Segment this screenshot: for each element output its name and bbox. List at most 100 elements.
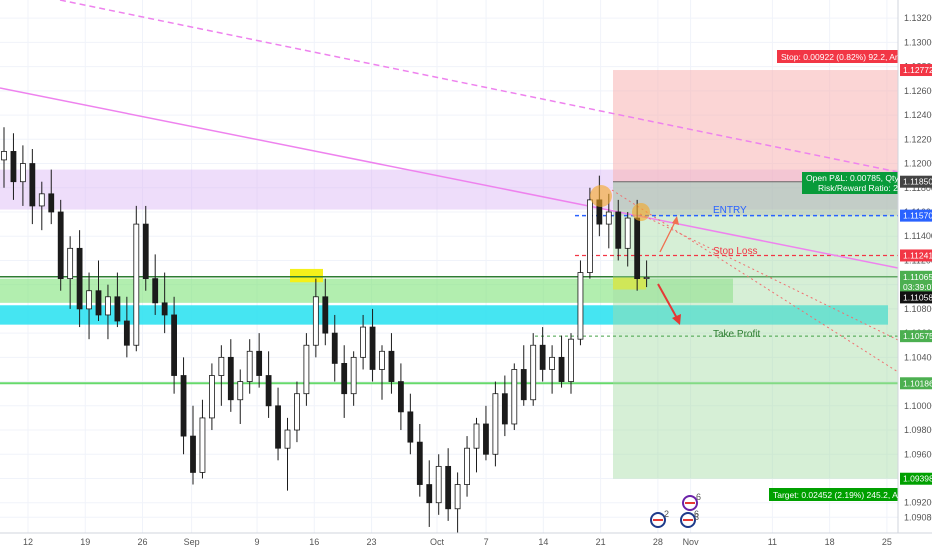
time-tick-label: 9 — [255, 537, 260, 547]
candle-body — [388, 350, 395, 382]
candle-body — [237, 381, 244, 401]
main-trendline[interactable] — [0, 87, 899, 269]
support-zone — [0, 278, 733, 303]
time-tick-label: 26 — [138, 537, 148, 547]
candle-body — [577, 272, 584, 340]
entry-marker — [632, 203, 650, 221]
swing-high-marker — [590, 185, 612, 207]
drawing-annotations[interactable]: ENTRY Stop Loss Take Profit Stop: 0.00922 (… — [590, 50, 905, 501]
upper-trendline[interactable] — [59, 0, 899, 173]
candle-body — [558, 356, 565, 382]
price-tag — [900, 64, 932, 77]
candle-body — [199, 417, 206, 473]
up-arrow-line — [659, 219, 677, 253]
candle-body — [426, 484, 433, 504]
price-tags: 1.12772 1.11850 1.11570 1.11241 1.1106503:39… — [900, 64, 932, 485]
candle-body — [256, 350, 263, 376]
candle-body — [275, 405, 281, 449]
candle-body — [171, 314, 178, 376]
candle-body — [303, 344, 310, 395]
candle-body — [142, 223, 149, 280]
candle-body — [312, 296, 319, 346]
up-arrow-icon — [672, 216, 679, 225]
demand-zone — [0, 305, 888, 325]
candle-body — [161, 302, 168, 316]
event-count: 2 — [664, 509, 669, 519]
candle-body — [350, 356, 357, 395]
trend-lines[interactable] — [0, 0, 899, 373]
candle-body — [407, 411, 414, 443]
price-tick-label: 1.09080 — [904, 512, 932, 522]
candle-body — [454, 484, 461, 510]
candle-body — [95, 290, 102, 316]
candle-body — [530, 344, 537, 401]
price-tag-label: 1.11241 — [903, 250, 932, 260]
candle-body — [549, 356, 555, 370]
down-arrow-line — [657, 283, 679, 321]
price-tick-label: 1.12200 — [904, 134, 932, 144]
price-tick-label: 1.10800 — [904, 304, 932, 314]
price-tag — [900, 281, 932, 294]
target-info-box — [769, 488, 898, 501]
candle-body — [435, 465, 442, 504]
candle-body — [322, 296, 329, 334]
stop-info-box — [777, 50, 898, 63]
price-tag-label: 1.11850 — [903, 177, 932, 187]
time-tick-label: 7 — [484, 537, 489, 547]
candle-body — [615, 211, 622, 249]
highlight-marker — [613, 277, 646, 290]
rr-info-text: Risk/Reward Ratio: 2.6 — [818, 183, 905, 193]
price-tag-label: 1.10186 — [903, 378, 932, 388]
candle-body — [341, 363, 348, 395]
candle-body — [29, 163, 36, 207]
candle-body — [501, 393, 508, 425]
price-tick-label: 1.11800 — [904, 183, 932, 193]
take-profit-label: Take Profit — [713, 329, 760, 340]
candle-body — [38, 193, 45, 207]
event-count: 3 — [694, 512, 699, 522]
economic-events[interactable]: 2 663 — [650, 492, 701, 528]
candle-body — [1, 151, 7, 161]
time-tick-label: 23 — [367, 537, 377, 547]
candle-body — [246, 350, 253, 382]
stop-zone — [613, 70, 898, 182]
candle-body — [294, 393, 300, 431]
candle-body — [76, 247, 83, 310]
candle-body — [568, 338, 574, 382]
price-tag-label: 03:39:07 — [903, 282, 932, 292]
candle-body — [416, 441, 423, 485]
long-position-tool[interactable] — [535, 70, 898, 479]
time-tick-label: 14 — [538, 537, 548, 547]
candle-body — [379, 350, 385, 370]
candle-body — [473, 423, 480, 449]
stop-info-text: Stop: 0.00922 (0.82%) 92.2, Am — [781, 52, 902, 62]
price-tick-label: 1.12000 — [904, 159, 932, 169]
flag-stripe — [653, 519, 663, 521]
event-count: 6 — [694, 509, 699, 519]
time-axis[interactable]: 12 19 26 Sep 9 16 23 Oct 7 14 21 28 Nov 11 18 25 — [0, 532, 932, 550]
price-tag — [900, 249, 932, 262]
price-tick-label: 1.11400 — [904, 231, 932, 241]
price-tick-label: 1.12600 — [904, 86, 932, 96]
candle-body — [10, 151, 17, 183]
flag-stripe — [685, 502, 695, 504]
candle-body — [624, 217, 631, 249]
candle-body — [587, 199, 593, 273]
candle-body — [67, 247, 74, 280]
price-tick-label: 1.09800 — [904, 425, 932, 435]
time-tick-label: 25 — [882, 537, 892, 547]
pnl-info-text: Open P&L: 0.00785, Qty: — [806, 173, 901, 183]
price-tick-label: 1.10400 — [904, 352, 932, 362]
candle-body — [48, 193, 55, 213]
candle-body — [492, 393, 499, 455]
candle-body — [360, 326, 367, 358]
pnl-info-box — [802, 172, 898, 194]
event-count: 6 — [696, 492, 701, 502]
candle-body — [643, 277, 650, 280]
candle-body — [284, 429, 291, 449]
price-tag — [900, 330, 932, 343]
candle-body — [133, 223, 140, 346]
channel-line[interactable] — [611, 189, 899, 373]
price-tick-label: 1.09200 — [904, 498, 932, 508]
